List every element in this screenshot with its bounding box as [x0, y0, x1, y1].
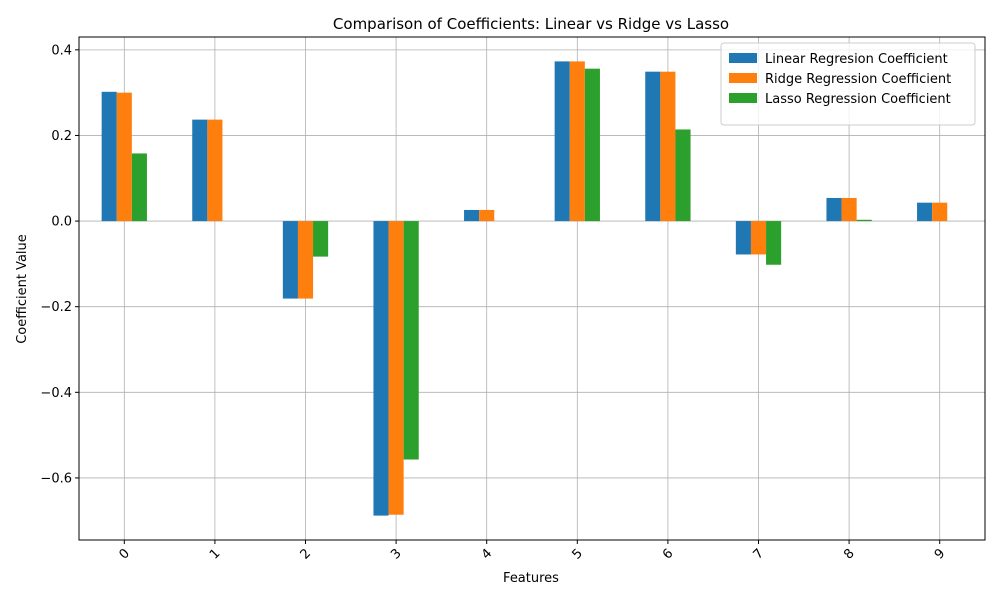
bar	[479, 209, 495, 222]
y-tick-label: 0.0	[51, 215, 72, 230]
bar	[101, 91, 117, 222]
x-tick-label: 8	[841, 546, 857, 562]
plot-area	[78, 36, 986, 541]
bar	[750, 221, 767, 255]
bar	[584, 68, 600, 222]
bar	[660, 71, 676, 222]
bar	[388, 221, 404, 515]
bar	[856, 219, 872, 222]
plot-frame	[78, 36, 986, 541]
x-tick-label: 2	[298, 546, 314, 562]
legend-box	[720, 42, 976, 126]
bar	[735, 221, 751, 255]
y-tick-label: −0.6	[40, 471, 72, 486]
chart-title: Comparison of Coefficients: Linear vs Ri…	[333, 15, 729, 33]
legend-label: Linear Regresion Coefficient	[765, 52, 948, 67]
x-tick-label: 4	[479, 546, 495, 562]
bar	[826, 197, 842, 222]
y-tick-label: 0.4	[51, 43, 72, 58]
x-axis: 0 1 2 3 4 5 6 7 8 9	[116, 540, 948, 563]
bar	[373, 221, 389, 516]
legend-label: Ridge Regression Coefficient	[765, 72, 951, 87]
legend-swatch	[729, 93, 757, 103]
legend-label: Lasso Regression Coefficient	[765, 92, 951, 107]
y-tick-label: −0.4	[40, 386, 72, 401]
y-axis-title: Coefficient Value	[15, 234, 30, 344]
bar	[116, 92, 132, 222]
bar	[645, 71, 661, 222]
bar	[313, 221, 329, 257]
x-tick-label: 3	[388, 546, 404, 562]
x-tick-label: 7	[751, 546, 767, 562]
bar	[675, 129, 691, 222]
x-tick-label: 9	[932, 546, 948, 562]
bar	[282, 221, 298, 299]
legend-swatch	[729, 73, 757, 83]
bar	[464, 209, 480, 222]
bar	[917, 202, 933, 222]
y-tick-label: −0.2	[40, 300, 72, 315]
bars-layer	[101, 61, 963, 516]
legend-swatch	[729, 53, 757, 63]
bar	[932, 202, 948, 222]
bar	[297, 221, 314, 299]
x-axis-title: Features	[503, 571, 559, 586]
y-tick-label: 0.2	[51, 129, 72, 144]
x-tick-label: 5	[569, 546, 585, 562]
x-tick-label: 0	[116, 546, 132, 562]
legend: Linear Regresion Coefficient Ridge Regres…	[720, 42, 976, 126]
bar	[192, 119, 208, 222]
bar	[841, 197, 857, 222]
bar	[207, 119, 223, 222]
y-axis: −0.6 −0.4 −0.2 0.0 0.2 0.4	[40, 43, 79, 486]
bar	[554, 61, 570, 222]
x-tick-label: 6	[660, 546, 676, 562]
bar	[403, 221, 419, 460]
bar	[766, 221, 782, 265]
bar	[131, 153, 147, 222]
x-tick-label: 1	[207, 546, 223, 562]
bar	[569, 61, 585, 222]
